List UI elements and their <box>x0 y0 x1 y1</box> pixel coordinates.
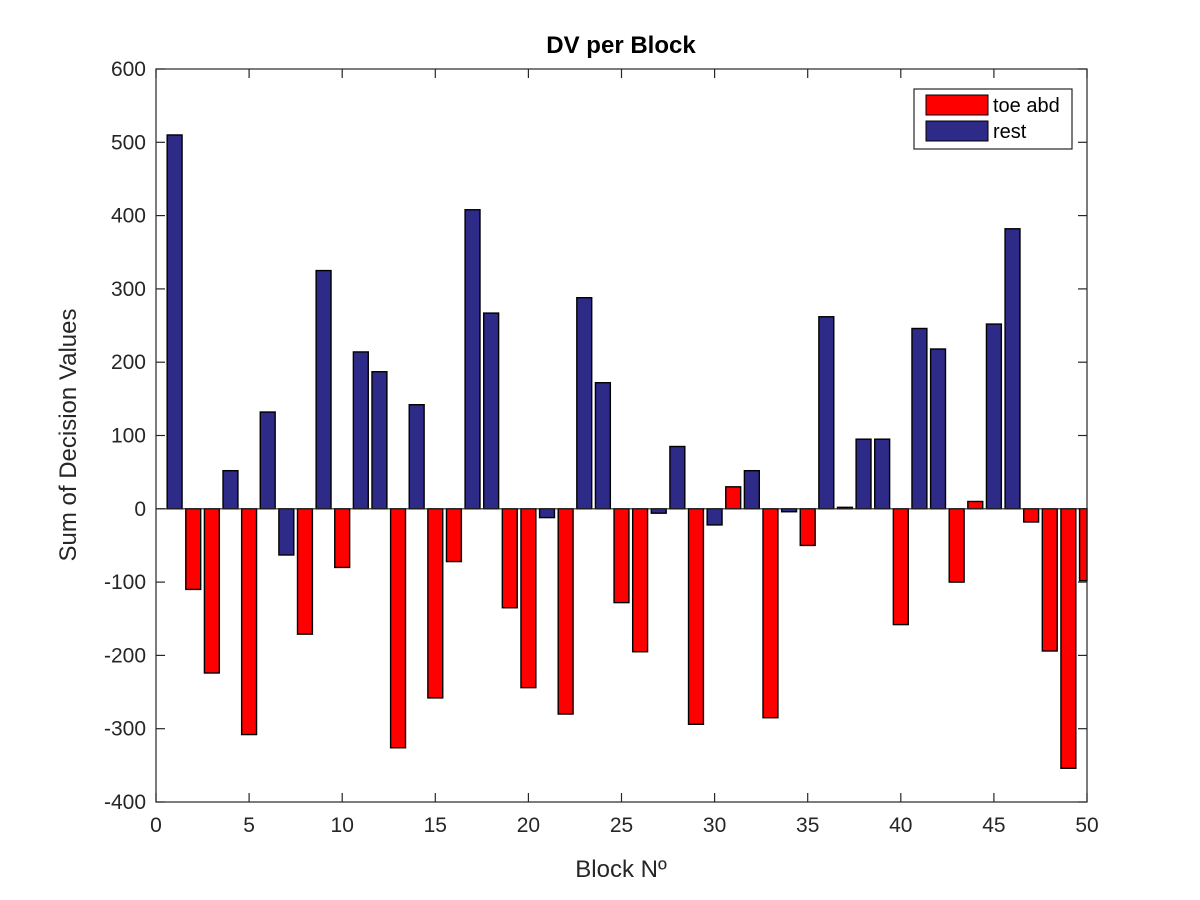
bar-toe-abd-block-43 <box>948 508 965 583</box>
bar-rest-block-36 <box>818 316 835 510</box>
bar-toe-abd-block-48 <box>1041 508 1058 652</box>
bar-toe-abd-block-35 <box>799 508 816 547</box>
legend-label-toe-abd: toe abd <box>993 95 1060 117</box>
bar-rest-block-27 <box>650 508 667 514</box>
bar-toe-abd-block-31 <box>725 486 742 510</box>
bar-rest-block-6 <box>259 411 276 510</box>
x-tick-label: 5 <box>243 814 255 837</box>
bar-toe-abd-block-29 <box>687 508 705 725</box>
bars-layer <box>166 134 1088 769</box>
bar-toe-abd-block-19 <box>501 508 518 609</box>
bar-rest-block-4 <box>222 469 239 510</box>
bar-rest-block-1 <box>166 134 183 510</box>
y-tick-label: 400 <box>111 205 146 228</box>
bar-rest-block-21 <box>538 508 556 519</box>
legend-swatch-rest <box>925 120 989 142</box>
legend-label-rest: rest <box>993 121 1027 143</box>
chart-title: DV per Block <box>546 32 696 59</box>
bar-toe-abd-block-25 <box>613 508 630 604</box>
x-axis-label: Block Nº <box>575 856 667 883</box>
x-tick-label: 50 <box>1075 814 1098 837</box>
y-axis-label: Sum of Decision Values <box>55 308 82 561</box>
bar-toe-abd-block-8 <box>296 508 314 635</box>
bar-toe-abd-block-47 <box>1022 508 1040 523</box>
x-tick-label: 0 <box>150 814 162 837</box>
bar-rest-block-12 <box>371 371 388 510</box>
y-tick-label: -300 <box>104 718 146 741</box>
y-tick-label: 200 <box>111 351 146 374</box>
x-axis-ticks: 0 5 10 15 20 25 30 35 40 45 50 <box>150 69 1099 837</box>
y-tick-label: 600 <box>111 58 146 81</box>
plot-area <box>156 69 1087 802</box>
y-tick-label: 0 <box>134 498 146 521</box>
bar-rest-block-30 <box>706 508 723 526</box>
x-tick-label: 25 <box>610 814 633 837</box>
y-tick-label: -400 <box>104 791 146 814</box>
bar-toe-abd-block-33 <box>762 508 779 719</box>
bar-toe-abd-block-20 <box>520 508 537 689</box>
bar-rest-block-14 <box>408 404 425 510</box>
x-tick-label: 35 <box>796 814 819 837</box>
bar-toe-abd-block-13 <box>389 508 407 749</box>
bar-rest-block-24 <box>594 382 612 510</box>
bar-rest-block-41 <box>911 327 928 510</box>
y-tick-label: 300 <box>111 278 146 301</box>
y-axis-ticks: -400 -300 -200 -100 0 100 200 300 400 500 600 <box>104 58 1087 814</box>
y-tick-label: -100 <box>104 571 146 594</box>
bar-toe-abd-block-15 <box>427 508 444 699</box>
bar-toe-abd-block-10 <box>334 508 351 569</box>
bar-toe-abd-block-3 <box>203 508 221 674</box>
legend: toe abd rest <box>913 88 1073 150</box>
bar-rest-block-7 <box>278 508 295 556</box>
bar-rest-block-17 <box>464 209 481 510</box>
x-tick-label: 15 <box>424 814 447 837</box>
bar-rest-block-38 <box>855 438 872 510</box>
bar-toe-abd-block-50 <box>1078 508 1088 582</box>
bar-rest-block-9 <box>315 269 332 510</box>
bar-rest-block-32 <box>743 469 760 510</box>
bar-toe-abd-block-40 <box>892 508 909 626</box>
x-tick-label: 30 <box>703 814 726 837</box>
bar-rest-block-42 <box>929 348 947 510</box>
y-tick-label: 500 <box>111 131 146 154</box>
x-tick-label: 45 <box>982 814 1005 837</box>
bar-rest-block-46 <box>1004 228 1021 510</box>
bar-toe-abd-block-2 <box>185 508 202 591</box>
bar-toe-abd-block-26 <box>631 508 649 653</box>
bar-toe-abd-block-16 <box>445 508 463 563</box>
y-tick-label: -200 <box>104 644 146 667</box>
y-tick-label: 100 <box>111 425 146 448</box>
bar-rest-block-45 <box>985 323 1003 510</box>
bar-rest-block-28 <box>669 445 686 510</box>
bar-rest-block-39 <box>874 438 891 510</box>
legend-swatch-toe-abd <box>925 94 989 116</box>
x-tick-label: 20 <box>517 814 540 837</box>
x-tick-label: 40 <box>889 814 912 837</box>
bar-toe-abd-block-49 <box>1060 508 1077 769</box>
bar-rest-block-11 <box>352 351 369 510</box>
bar-rest-block-23 <box>576 297 593 510</box>
bar-toe-abd-block-5 <box>240 508 258 736</box>
bar-rest-block-18 <box>483 312 500 510</box>
bar-toe-abd-block-22 <box>557 508 574 715</box>
bar-toe-abd-block-44 <box>967 500 984 510</box>
x-tick-label: 10 <box>331 814 354 837</box>
